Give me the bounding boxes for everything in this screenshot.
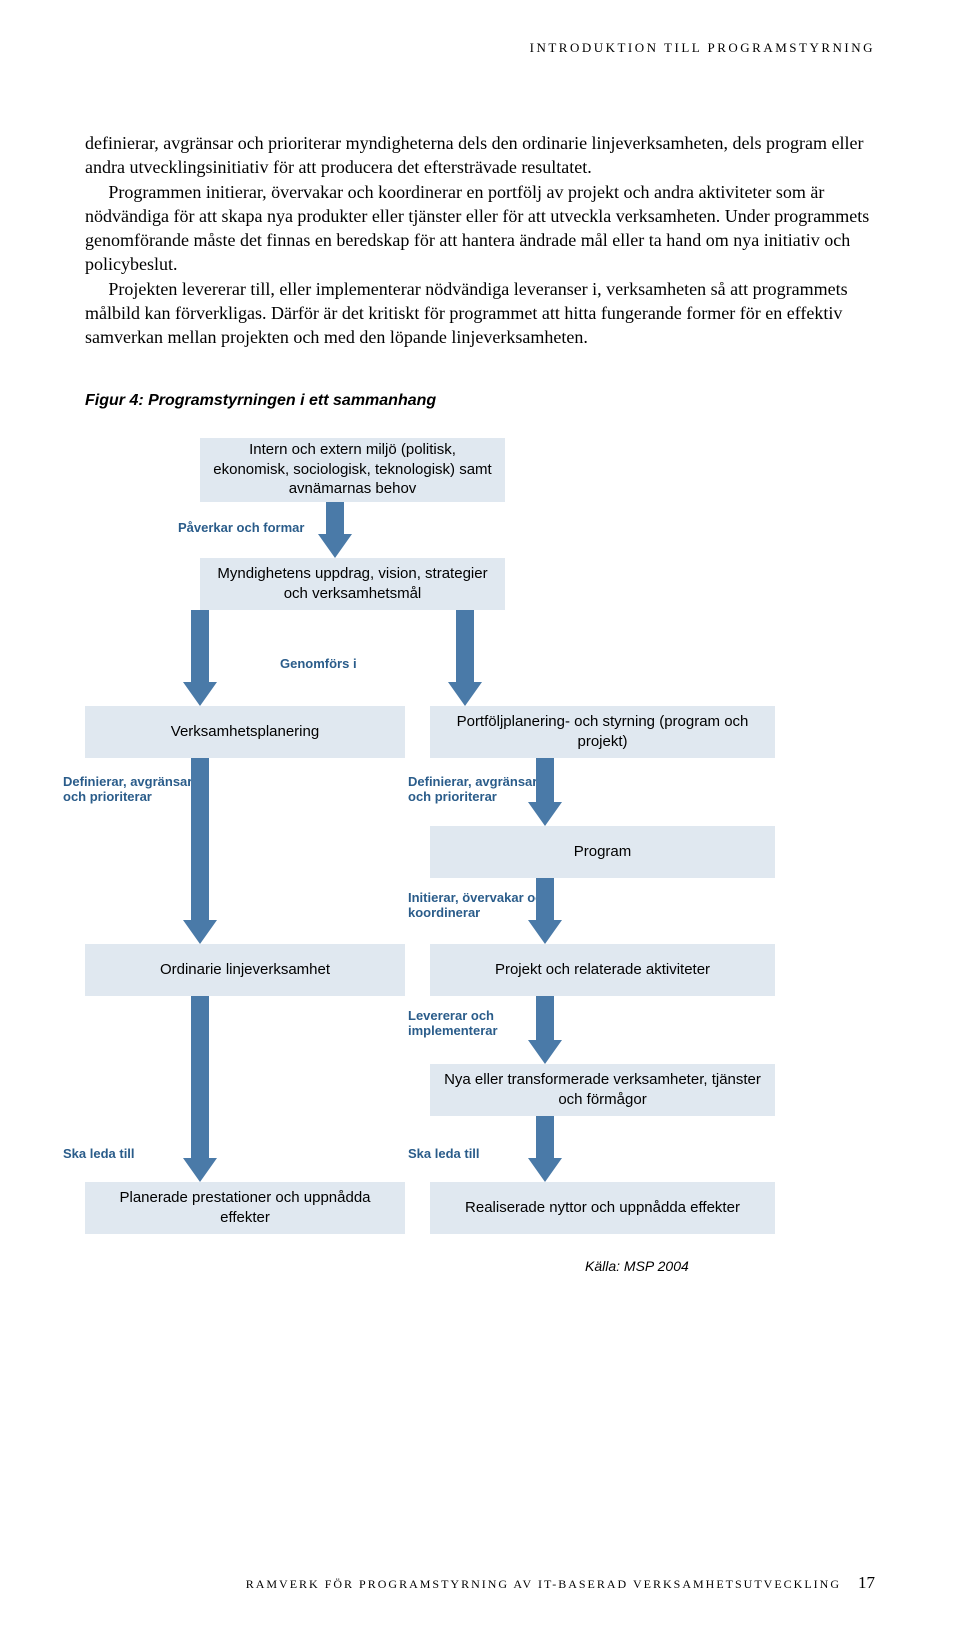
flow-arrow-icon: [448, 610, 482, 706]
flowchart-edge-label: Ska leda till: [63, 1146, 135, 1162]
flowchart-node: Projekt och relaterade aktiviteter: [430, 944, 775, 996]
flowchart-edge-label: Påverkar och formar: [178, 520, 304, 536]
body-text: definierar, avgränsar och prioriterar my…: [85, 131, 875, 350]
footer-text: RAMVERK FÖR PROGRAMSTYRNING AV IT-BASERA…: [246, 1577, 841, 1591]
flow-arrow-icon: [318, 502, 352, 558]
flow-arrow-icon: [183, 996, 217, 1182]
flowchart-node: Ordinarie linjeverksamhet: [85, 944, 405, 996]
flowchart-edge-label: Ska leda till: [408, 1146, 480, 1162]
figure-caption: Figur 4: Programstyrningen i ett sammanh…: [85, 392, 875, 410]
flow-arrow-icon: [528, 996, 562, 1064]
figure-source: Källa: MSP 2004: [585, 1258, 689, 1274]
flowchart-node: Program: [430, 826, 775, 878]
flow-arrow-icon: [528, 758, 562, 826]
flowchart-node: Myndighetens uppdrag, vision, strategier…: [200, 558, 505, 610]
page-footer: RAMVERK FÖR PROGRAMSTYRNING AV IT-BASERA…: [246, 1573, 875, 1593]
flow-arrow-icon: [183, 610, 217, 706]
paragraph-1: definierar, avgränsar och prioriterar my…: [85, 131, 875, 180]
flowchart-node: Planerade prestationer och uppnådda effe…: [85, 1182, 405, 1234]
flowchart-node: Nya eller transformerade verksamheter, t…: [430, 1064, 775, 1116]
flowchart-edge-label: Genomförs i: [280, 656, 357, 672]
paragraph-2: Programmen initierar, övervakar och koor…: [85, 180, 875, 277]
page-number: 17: [858, 1573, 875, 1592]
flow-arrow-icon: [528, 1116, 562, 1182]
flowchart-node: Portföljplanering- och styrning (program…: [430, 706, 775, 758]
flowchart-node: Verksamhetsplanering: [85, 706, 405, 758]
flowchart-node: Intern och extern miljö (politisk, ekono…: [200, 438, 505, 502]
running-header: INTRODUKTION TILL PROGRAMSTYRNING: [85, 40, 875, 56]
flowchart-diagram: Intern och extern miljö (politisk, ekono…: [85, 438, 875, 1308]
flow-arrow-icon: [183, 758, 217, 944]
paragraph-3: Projekten levererar till, eller implemen…: [85, 277, 875, 350]
flowchart-node: Realiserade nyttor och uppnådda effekter: [430, 1182, 775, 1234]
flow-arrow-icon: [528, 878, 562, 944]
